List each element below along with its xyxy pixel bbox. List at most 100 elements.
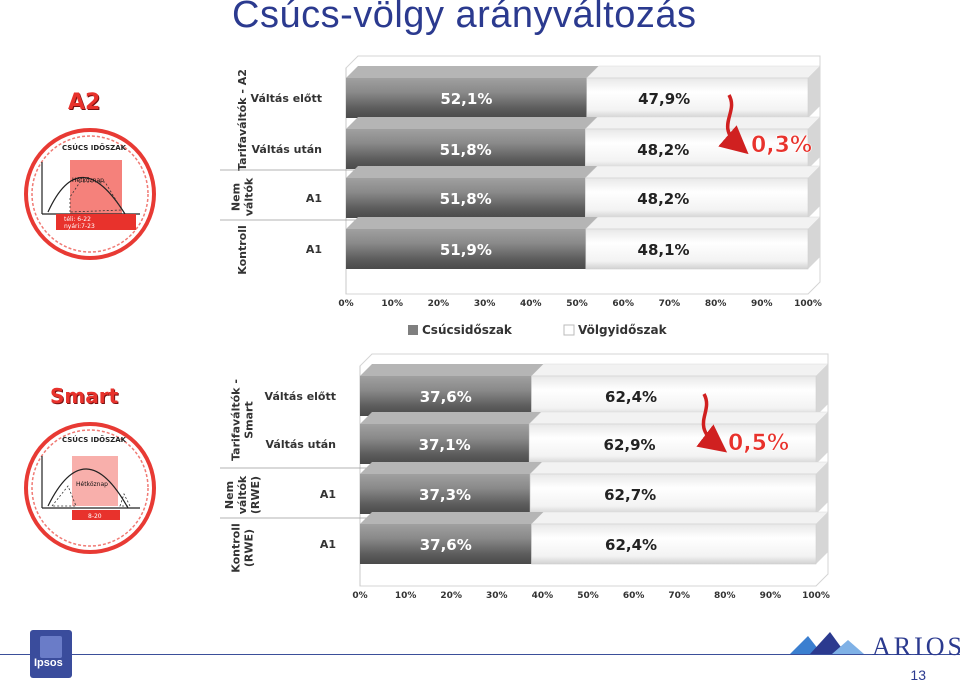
a2-seal-days: Hétköznap [72, 177, 104, 184]
a2-seal-hours-2: nyári:7-23 [64, 223, 95, 230]
bar-peak-label: 37,6% [420, 536, 472, 554]
group-label: Kontroll [236, 225, 249, 275]
bar-peak-label: 51,8% [440, 141, 492, 159]
ipsos-logo [30, 630, 72, 678]
bar-row: 37,6% 62,4% [360, 363, 829, 417]
x-tick-label: 40% [520, 299, 542, 309]
bar-peak-top [346, 217, 598, 229]
a2-badge-title: A2 [68, 90, 101, 115]
x-tick-label: 60% [623, 591, 645, 601]
bar-side [808, 66, 820, 118]
chart-a2: Tarifaváltók - A2 Nemváltók Kontroll 52,1% 4… [220, 55, 822, 337]
category-label: Váltás előtt [251, 92, 322, 105]
a2-seal: CSÚCS IDŐSZAK Hétköznap téli: 6-22 nyári… [24, 128, 156, 260]
x-tick-label: 50% [566, 299, 588, 309]
x-tick-label: 0% [352, 591, 367, 601]
bar-valley-top [585, 216, 821, 230]
bar-row: 51,8% 48,2% [346, 165, 821, 219]
change-arrow-icon [696, 393, 728, 453]
group-label: Tarifaváltók - A2 [236, 69, 249, 171]
x-tick-label: 60% [612, 299, 634, 309]
legend-swatch-peak [408, 325, 418, 335]
bar-valley-label: 47,9% [638, 90, 690, 108]
ariosz-logo-mark [790, 632, 864, 654]
bar-valley-top [586, 65, 821, 79]
bar-peak [360, 524, 532, 564]
category-label: A1 [306, 243, 322, 256]
bar-valley-label: 48,2% [637, 141, 689, 159]
a2-seal-hours-1: téli: 6-22 [64, 216, 91, 223]
bar-valley-label: 62,4% [605, 388, 657, 406]
bar-peak-top [360, 364, 544, 376]
x-tick-label: 50% [577, 591, 599, 601]
a2-seal-label: CSÚCS IDŐSZAK [62, 143, 127, 152]
bar-peak-label: 52,1% [440, 90, 492, 108]
bar-valley-top [584, 165, 821, 179]
ipsos-logo-text: Ipsos [34, 657, 63, 669]
change-annotation: 0,5% [728, 431, 789, 456]
chart-smart: Tarifaváltók -Smart Nemváltók(RWE) Kontrol… [220, 353, 830, 601]
category-label: Váltás után [251, 143, 322, 156]
x-tick-label: 20% [440, 591, 462, 601]
x-tick-label: 80% [714, 591, 736, 601]
x-tick-label: 10% [381, 299, 403, 309]
bar-valley [528, 423, 817, 465]
category-label: Váltás után [265, 438, 336, 451]
bar-valley-top [530, 363, 829, 377]
category-label: A1 [320, 538, 336, 551]
bar-peak-top [346, 117, 598, 129]
x-tick-label: 90% [760, 591, 782, 601]
bar-side [808, 117, 820, 169]
bar-side [816, 364, 828, 416]
footer-divider [0, 654, 960, 655]
bar-row: 37,1% 62,9% [360, 411, 829, 465]
smart-seal: CSÚCS IDŐSZAK Hétköznap 8-20 [24, 422, 156, 554]
category-label: A1 [306, 192, 322, 205]
bar-peak-top [360, 412, 542, 424]
bar-side [816, 512, 828, 564]
bar-valley [586, 77, 809, 119]
bar-valley [531, 375, 817, 417]
bar-peak [346, 178, 586, 218]
bar-valley-label: 48,1% [638, 241, 690, 259]
ariosz-logo-text: ARIOSZ [872, 632, 960, 661]
bar-valley-label: 62,9% [604, 436, 656, 454]
bar-valley [529, 473, 817, 515]
bar-peak [360, 424, 530, 464]
group-label: Kontroll(RWE) [230, 523, 256, 573]
x-tick-label: 30% [486, 591, 508, 601]
x-tick-label: 30% [474, 299, 496, 309]
bar-valley-top [584, 116, 821, 130]
group-label: Nemváltók(RWE) [223, 475, 262, 514]
x-tick-label: 90% [751, 299, 773, 309]
x-tick-label: 70% [659, 299, 681, 309]
bar-side [816, 412, 828, 464]
group-label: Tarifaváltók -Smart [230, 379, 256, 461]
bar-row: 37,3% 62,7% [360, 461, 829, 515]
x-tick-label: 0% [338, 299, 353, 309]
bar-row: 51,9% 48,1% [346, 216, 821, 270]
page-number: 13 [910, 667, 926, 683]
bar-valley [531, 523, 817, 565]
bar-peak-top [360, 462, 543, 474]
x-tick-label: 70% [668, 591, 690, 601]
category-label: A1 [320, 488, 336, 501]
bar-row: 51,8% 48,2% [346, 116, 821, 170]
bar-side [808, 166, 820, 218]
bar-peak-label: 51,8% [440, 190, 492, 208]
bar-valley-label: 48,2% [637, 190, 689, 208]
bar-peak-label: 51,9% [440, 241, 492, 259]
legend-label-peak: Csúcsidőszak [422, 323, 513, 337]
smart-seal-hours: 8-20 [88, 513, 102, 520]
bar-side [816, 462, 828, 514]
smart-badge-title: Smart [50, 384, 119, 408]
bar-side [808, 217, 820, 269]
bar-peak [360, 376, 532, 416]
bar-valley-label: 62,7% [604, 486, 656, 504]
bar-valley-label: 62,4% [605, 536, 657, 554]
bar-valley [585, 177, 809, 219]
bar-peak-top [360, 512, 544, 524]
group-label: Nemváltók [230, 177, 256, 216]
bar-peak-top [346, 66, 599, 78]
bar-peak [360, 474, 531, 514]
